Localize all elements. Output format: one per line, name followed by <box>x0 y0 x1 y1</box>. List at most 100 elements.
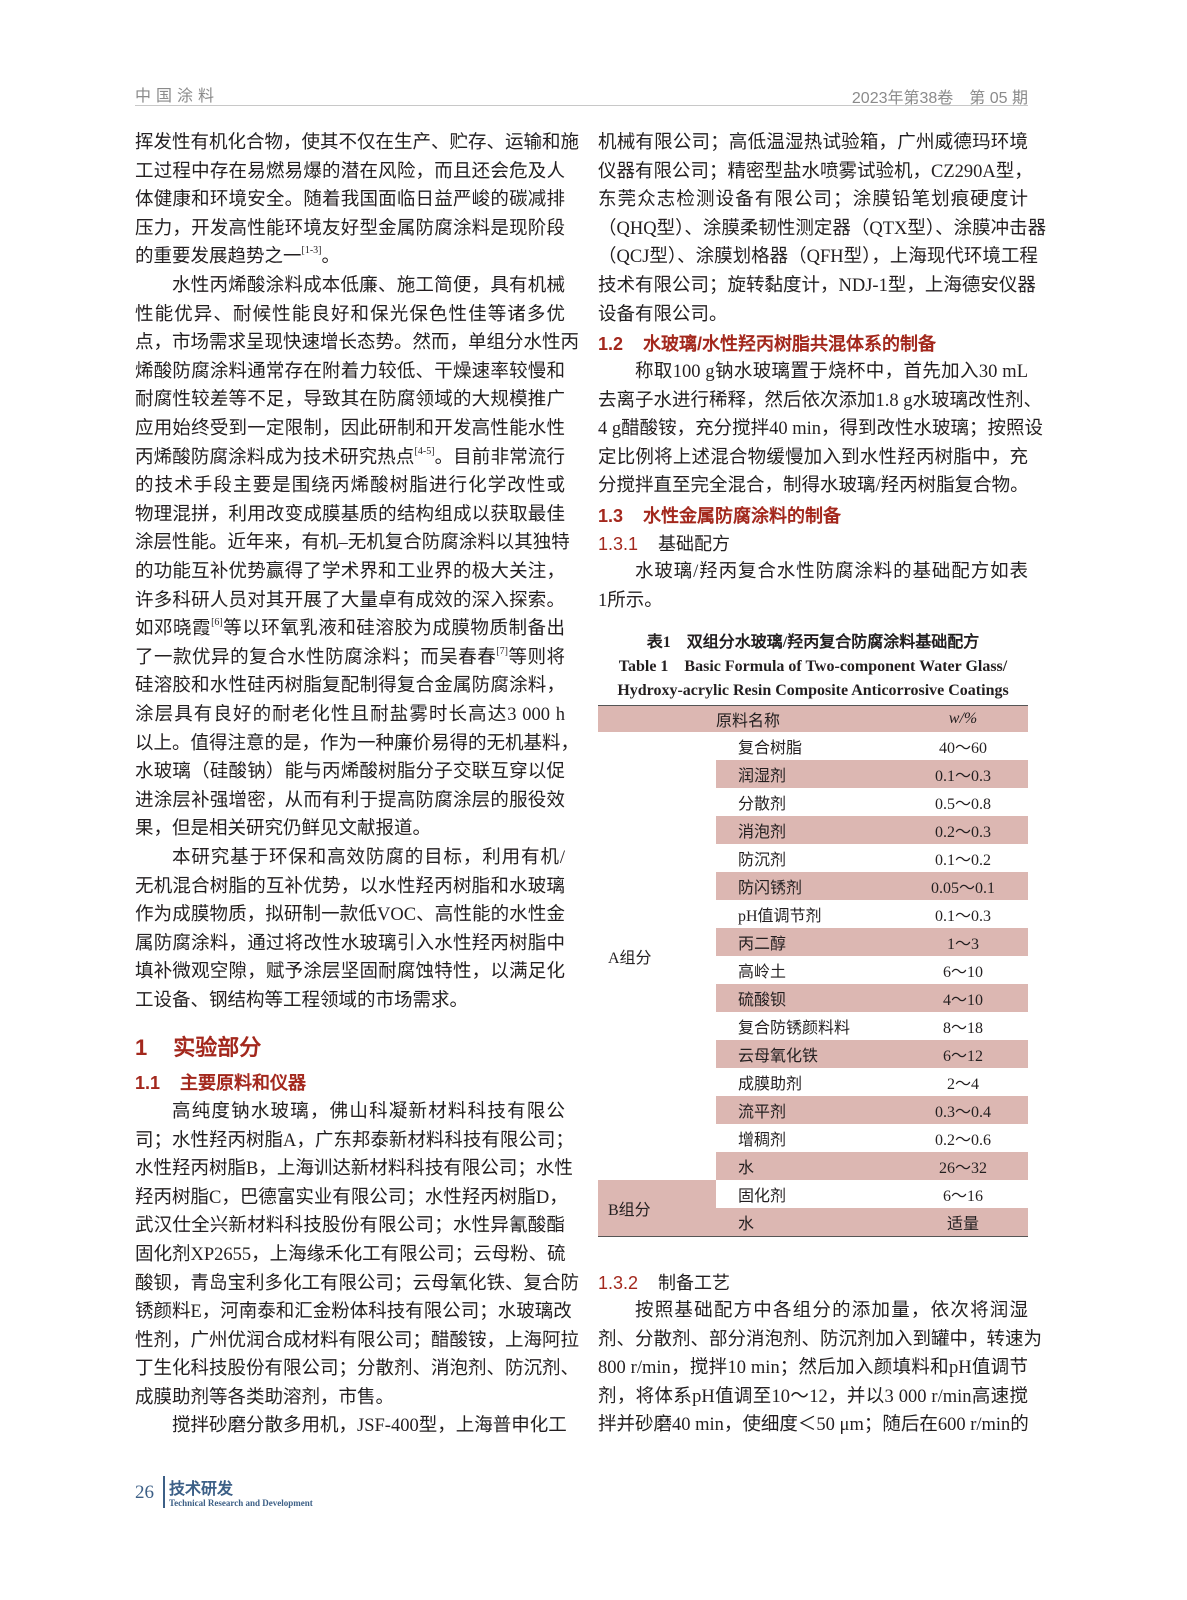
text-segment: 以上。值得注意的是，作为一种廉价易得的无机基料， <box>135 733 580 754</box>
text-line: 的功能互补优势赢得了学术界和工业界的极大关注， <box>135 558 565 587</box>
text-segment: 定比例将上述混合物缓慢加入到水性羟丙树脂中，充 <box>598 447 1028 468</box>
text-line: 成膜助剂等各类助溶剂，市售。 <box>135 1384 565 1413</box>
subsection-heading: 1.2 水玻璃/水性羟丙树脂共混体系的制备 <box>598 330 936 358</box>
material-value: 0.5～0.8 <box>934 796 991 813</box>
citation-ref: [4-5] <box>414 445 435 457</box>
table-row: 防闪锈剂 0.05～0.1 <box>598 872 1028 900</box>
text-segment: 分搅拌直至完全混合，制得水玻璃/羟丙树脂复合物。 <box>598 476 1029 497</box>
text-segment: 仪器有限公司；精密型盐水喷雾试验机，CZ290A型， <box>598 161 1033 182</box>
text-segment: 水性丙烯酸涂料成本低廉、施工简便，具有机械 <box>172 276 565 296</box>
material-name: 消泡剂 <box>716 816 898 844</box>
text-segment: 等则将 <box>507 647 565 668</box>
subsubsection-heading: 1.3.2 制备工艺 <box>598 1269 730 1297</box>
text-segment: 设备有限公司。 <box>598 304 728 325</box>
text-line: 搅拌砂磨分散多用机，JSF-400型，上海普申化工 <box>135 1412 567 1441</box>
text-line: 本研究基于环保和高效防腐的目标，利用有机/ <box>135 844 565 873</box>
text-line: 机械有限公司；高低温湿热试验箱，广州威德玛环境 <box>598 129 1028 158</box>
material-name: 防闪锈剂 <box>716 872 898 900</box>
table-row: 润湿剂 0.1～0.3 <box>598 760 1028 788</box>
table-row: 成膜助剂 2～4 <box>598 1068 1028 1096</box>
page-number: 26 <box>135 1482 154 1503</box>
text-segment: 800 r/min，搅拌10 min；然后加入颜填料和pH值调节 <box>598 1358 1028 1379</box>
text-segment: 锈颜料E，河南泰和汇金粉体科技有限公司；水玻璃改 <box>135 1302 572 1323</box>
text-segment: （QCJ型）、涂膜划格器（QFH型），上海现代环境工程 <box>598 247 1038 268</box>
material-value: 0.05～0.1 <box>898 872 1028 900</box>
text-segment: 司；水性羟丙树脂A，广东邦泰新材料科技有限公司； <box>135 1130 574 1151</box>
text-line: 4 g醋酸铵，充分搅拌40 min，得到改性水玻璃；按照设 <box>598 415 1043 444</box>
material-name: 成膜助剂 <box>738 1076 803 1093</box>
text-segment: 性能优异、耐候性能良好和保光保色性佳等诸多优 <box>135 304 565 325</box>
citation-ref: [1-3] <box>301 245 322 257</box>
text-segment: 无机混合树脂的互补优势，以水性羟丙树脂和水玻璃 <box>135 876 565 897</box>
material-value: 40～60 <box>938 740 987 757</box>
text-line: 性剂，广州优润合成材料有限公司；醋酸铵，上海阿拉 <box>135 1327 579 1356</box>
text-line: （QHQ型）、涂膜柔韧性测定器（QTX型）、涂膜冲击器 <box>598 215 1046 244</box>
citation-ref: [6] <box>211 617 223 629</box>
text-line: （QCJ型）、涂膜划格器（QFH型），上海现代环境工程 <box>598 243 1038 272</box>
material-name: 分散剂 <box>738 796 787 813</box>
text-segment: 东莞众志检测设备有限公司；涂膜铅笔划痕硬度计 <box>598 190 1028 211</box>
material-name: 复合防锈颜料料 <box>738 1020 851 1037</box>
text-line: 司；水性羟丙树脂A，广东邦泰新材料科技有限公司； <box>135 1127 574 1156</box>
material-name: 丙二醇 <box>716 928 898 956</box>
text-line: 的技术手段主要是围绕丙烯酸树脂进行化学改性或 <box>135 472 565 501</box>
paragraph: 本研究基于环保和高效防腐的目标，利用有机/无机混合树脂的互补优势，以水性羟丙树脂… <box>135 844 565 1016</box>
text-line: 如邓晓霞[6]等以环氧乳液和硅溶胶为成膜物质制备出 <box>135 615 565 644</box>
text-line: 水性羟丙树脂B，上海训达新材料科技有限公司；水性 <box>135 1155 573 1184</box>
text-line: 作为成膜物质，拟研制一款低VOC、高性能的水性金 <box>135 901 565 930</box>
table-row: A组分 复合树脂 40～60 <box>598 732 1028 967</box>
material-value: 0.1～0.3 <box>898 760 1028 788</box>
table-row: 高岭土 6～10 <box>598 956 1028 984</box>
text-line: 800 r/min，搅拌10 min；然后加入颜填料和pH值调节 <box>598 1354 1028 1383</box>
text-line: 剂，将体系pH值调至10～12，并以3 000 r/min高速搅 <box>598 1383 1028 1412</box>
text-segment: 工过程中存在易燃易爆的潜在风险，而且还会危及人 <box>135 161 565 182</box>
citation-ref: [7] <box>496 645 508 657</box>
material-value: 0.1～0.2 <box>934 852 991 869</box>
text-line: 属防腐涂料，通过将改性水玻璃引入水性羟丙树脂中 <box>135 930 565 959</box>
text-line: 丙烯酸防腐涂料成为技术研究热点[4-5]。目前非常流行 <box>135 444 565 473</box>
text-segment: 压力，开发高性能环境友好型金属防腐涂料是现阶段 <box>135 218 565 239</box>
text-segment: 搅拌砂磨分散多用机，JSF-400型，上海普申化工 <box>172 1416 567 1436</box>
material-value: 1～3 <box>898 928 1028 956</box>
section-title: 主要原料和仪器 <box>180 1073 307 1093</box>
text-segment: 水玻璃/羟丙复合水性防腐涂料的基础配方如表 <box>635 562 1028 582</box>
table-row: 水适量 <box>598 1208 1028 1237</box>
table-row: 丙二醇 1～3 <box>598 928 1028 956</box>
text-segment: 耐腐性较差等不足，导致其在防腐领域的大规模推广 <box>135 390 565 411</box>
section-number: 1 <box>135 1035 148 1060</box>
material-name: 固化剂 <box>738 1188 787 1205</box>
table-caption-en: Table 1 Basic Formula of Two-component W… <box>618 658 1008 675</box>
text-line: 水玻璃（硅酸钠）能与丙烯酸树脂分子交联互穿以促 <box>135 758 565 787</box>
text-line: 武汉仕全兴新材料科技股份有限公司；水性异氰酸酯 <box>135 1212 565 1241</box>
text-segment: 剂，将体系pH值调至10～12，并以3 000 r/min高速搅 <box>598 1386 1028 1407</box>
material-name: 复合树脂 <box>738 740 803 757</box>
paragraph: 搅拌砂磨分散多用机，JSF-400型，上海普申化工 <box>135 1412 567 1441</box>
paragraph: 按照基础配方中各组分的添加量，依次将润湿 剂、分散剂、部分消泡剂、防沉剂加入到罐中… <box>598 1297 1042 1440</box>
section-title: 制备工艺 <box>658 1273 731 1293</box>
material-name: 防沉剂 <box>738 852 787 869</box>
text-line: 应用始终受到一定限制，因此研制和开发高性能水性 <box>135 415 565 444</box>
column-header-value: w/% <box>898 705 1028 732</box>
paragraph: 高纯度钠水玻璃，佛山科凝新材料科技有限公 司；水性羟丙树脂A，广东邦泰新材料科技有… <box>135 1098 579 1413</box>
text-line: 酸钡，青岛宝利多化工有限公司；云母氧化铁、复合防 <box>135 1270 579 1299</box>
text-line: 工设备、钢结构等工程领域的市场需求。 <box>135 987 565 1016</box>
text-line: 的重要发展趋势之一[1-3]。 <box>135 243 565 272</box>
text-segment: 许多科研人员对其开展了大量卓有成效的深入探索。 <box>135 590 565 611</box>
table-row: 硫酸钡 4～10 <box>598 984 1028 1012</box>
table-caption-en: Hydroxy-acrylic Resin Composite Anticorr… <box>617 682 1009 699</box>
text-line: 设备有限公司。 <box>598 301 1028 330</box>
text-line: 羟丙树脂C，巴德富实业有限公司；水性羟丙树脂D， <box>135 1184 568 1213</box>
table-row: 水 26～32 <box>598 1152 1028 1180</box>
text-line: 固化剂XP2655，上海缘禾化工有限公司；云母粉、硫 <box>135 1241 566 1270</box>
section-title: 水性金属防腐涂料的制备 <box>643 506 842 526</box>
text-line: 丁生化科技股份有限公司；分散剂、消泡剂、防沉剂、 <box>135 1355 579 1384</box>
text-segment: 属防腐涂料，通过将改性水玻璃引入水性羟丙树脂中 <box>135 933 565 954</box>
text-segment: 应用始终受到一定限制，因此研制和开发高性能水性 <box>135 418 565 439</box>
text-segment: 水性羟丙树脂B，上海训达新材料科技有限公司；水性 <box>135 1159 573 1180</box>
text-line: 点，市场需求呈现快速增长态势。然而，单组分水性丙 <box>135 329 579 358</box>
text-segment: 羟丙树脂C，巴德富实业有限公司；水性羟丙树脂D， <box>135 1187 568 1208</box>
text-line: 许多科研人员对其开展了大量卓有成效的深入探索。 <box>135 587 565 616</box>
text-line: 涂层性能。近年来，有机–无机复合防腐涂料以其独特 <box>135 529 570 558</box>
text-line: 技术有限公司；旋转黏度计，NDJ-1型，上海德安仪器 <box>598 272 1036 301</box>
section-number: 1.2 <box>598 334 624 354</box>
